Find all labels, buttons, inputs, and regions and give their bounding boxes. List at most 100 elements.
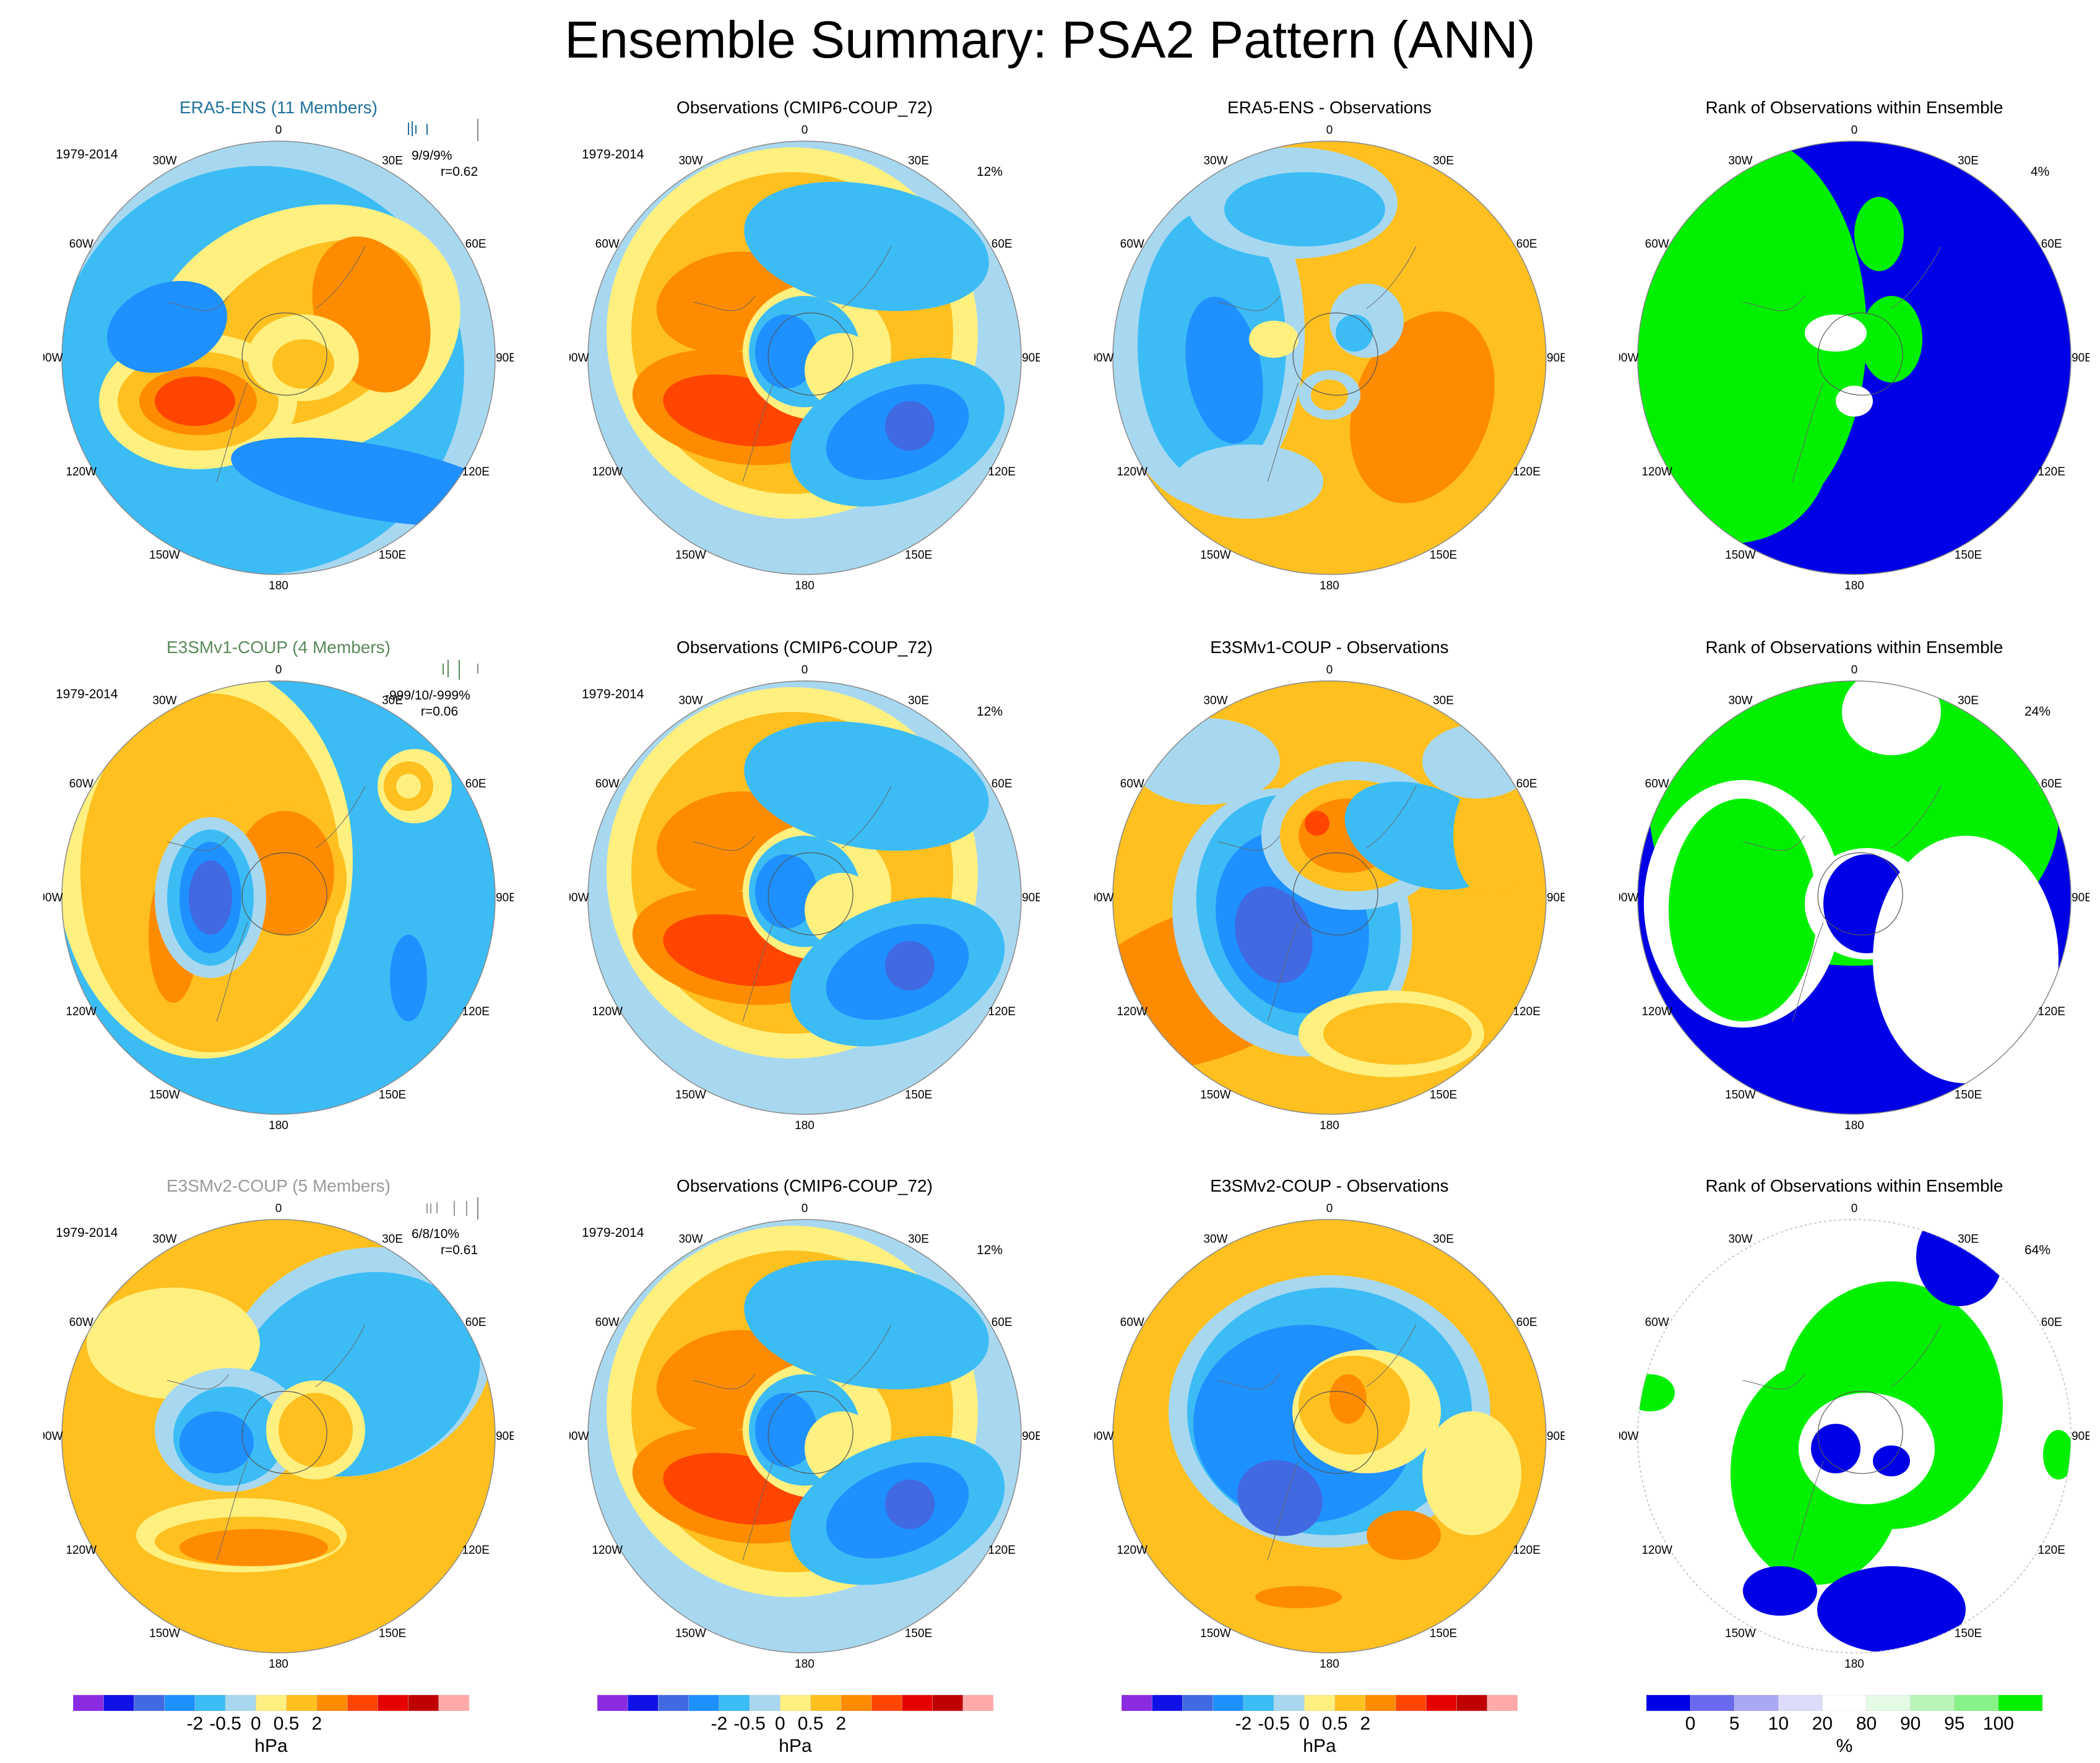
lon-label: 30W [1203, 1232, 1227, 1245]
lon-label: 0 [275, 1202, 282, 1215]
lon-label: 150E [1955, 1089, 1982, 1102]
lon-label: 30E [1958, 154, 1979, 167]
period-label: 1979-2014 [56, 1226, 118, 1240]
lon-label: 180 [795, 1119, 815, 1132]
colorbar-tick-label: 0 [1299, 1713, 1310, 1734]
lon-label: 90E [496, 352, 514, 365]
lon-label: 60W [595, 778, 620, 791]
lon-label: 150E [1430, 549, 1457, 562]
lon-label: 120E [1513, 466, 1540, 479]
lon-label: 30E [1958, 694, 1979, 707]
lon-label: 60W [69, 1316, 93, 1329]
lon-label: 90W [1094, 352, 1114, 365]
lon-label: 120W [66, 1544, 97, 1557]
polar-map: 0 30E 60E 90E 120E 150E 180 150W 120W 90W 60W 30W [1089, 123, 1567, 596]
colorbar-svg [1121, 1695, 1518, 1711]
colorbar-unit: hPa [1303, 1736, 1336, 1756]
lon-label: 60E [2041, 1316, 2062, 1329]
lon-label: 30W [678, 694, 702, 707]
lon-label: 120W [1641, 1005, 1672, 1018]
lon-label: 60E [992, 1316, 1013, 1329]
lon-label: 120E [462, 1544, 490, 1557]
lon-label: 30W [678, 154, 702, 167]
lon-label: 120W [592, 466, 623, 479]
lon-label: 90E [1022, 891, 1040, 904]
colorbar-tick-label: -0.5 [733, 1713, 766, 1734]
lon-label: 120E [2038, 466, 2065, 479]
lon-label: 180 [795, 1658, 815, 1671]
panel-title: E3SMv2-COUP - Observations [1210, 1176, 1449, 1195]
colorbar-tick-label: 0 [775, 1713, 785, 1734]
lon-label: 90E [1547, 1430, 1565, 1443]
stat-correlation: r=0.06 [421, 704, 459, 719]
panel-ens-row1: ERA5-ENS (11 Members) 9/9/9% r=0.62 1979… [12, 98, 545, 636]
colorbar-tick-label: 0.5 [797, 1713, 824, 1734]
lon-label: 30W [1203, 694, 1227, 707]
lon-label: 90W [569, 891, 589, 904]
stat-correlation: r=0.62 [441, 165, 478, 179]
lon-label: 60W [1120, 778, 1144, 791]
lon-label: 90E [2072, 352, 2089, 365]
lon-label: 120W [66, 466, 97, 479]
lon-label: 30E [908, 154, 929, 167]
stat-percent: 4% [2031, 165, 2050, 179]
lon-label: 0 [1851, 1202, 1858, 1215]
lon-label: 90E [1547, 891, 1565, 904]
polar-map-svg: 0 30E 60E 90E 120E 150E 180 150W 120W 90W 60W 30W [1089, 1202, 1567, 1671]
stat-percentiles: 9/9/9% [412, 149, 452, 163]
lon-label: 30W [1203, 154, 1227, 167]
lon-label: 150E [379, 1627, 406, 1640]
lon-label: 30E [1958, 1232, 1979, 1245]
panel-ens-row2: E3SMv1-COUP (4 Members) -999/10/-999% r=… [12, 638, 545, 1176]
lon-label: 0 [275, 124, 282, 137]
lon-label: 90E [2072, 1430, 2089, 1443]
lon-label: 60W [1645, 778, 1669, 791]
polar-map-svg: 0 30E 60E 90E 120E 150E 180 150W 120W 90W 60W 30W [38, 1202, 516, 1671]
lon-label: 150E [1430, 1627, 1457, 1640]
stat-percentiles: 6/8/10% [412, 1227, 460, 1241]
lon-label: 150E [905, 1089, 932, 1102]
lon-label: 150W [675, 549, 706, 562]
stat-percent: 64% [2024, 1243, 2051, 1257]
panel-diff-row3: E3SMv2-COUP - Observations 0 30E 60E 90E 120… [1063, 1176, 1596, 1715]
period-label: 1979-2014 [582, 1226, 644, 1240]
polar-map-svg: 0 30E 60E 90E 120E 150E 180 150W 120W 90W 60W 30W [38, 124, 516, 592]
colorbar-tick-label: 2 [1360, 1713, 1371, 1734]
lon-label: 120E [1513, 1005, 1540, 1018]
lon-label: 180 [1320, 579, 1339, 592]
stat-correlation: r=0.61 [441, 1243, 478, 1257]
lon-label: 90W [43, 352, 63, 365]
panel-diff-row1: ERA5-ENS - Observations 0 30E 60E 90E 120E 15… [1063, 98, 1596, 636]
lon-label: 60E [1516, 778, 1537, 791]
polar-map: 0 30E 60E 90E 120E 150E 180 150W 120W 90W 60W 30W [38, 123, 516, 596]
lon-label: 150W [149, 1627, 180, 1640]
spread-ticks [443, 660, 478, 680]
lon-label: 60W [69, 778, 93, 791]
lon-label: 30W [1728, 154, 1752, 167]
lon-label: 90W [569, 1430, 589, 1443]
lon-label: 120W [1117, 1544, 1147, 1557]
spread-ticks [408, 119, 478, 141]
lon-label: 120E [462, 1005, 490, 1018]
lon-label: 120E [2038, 1005, 2065, 1018]
lon-label: 60W [1645, 238, 1669, 251]
panel-title: Rank of Observations within Ensemble [1705, 98, 2003, 117]
lon-label: 60E [992, 238, 1013, 251]
lon-label: 90W [1094, 891, 1114, 904]
polar-map: 0 30E 60E 90E 120E 150E 180 150W 120W 90W 60W 30W [1614, 123, 2092, 596]
panel-title: E3SMv1-COUP (4 Members) [166, 638, 391, 657]
lon-label: 90W [1094, 1430, 1114, 1443]
lon-label: 60E [2041, 238, 2062, 251]
lon-label: 0 [802, 664, 808, 677]
lon-label: 150W [1725, 1627, 1756, 1640]
lon-label: 180 [1844, 579, 1864, 592]
colorbar-tick-label: -0.5 [1258, 1713, 1290, 1734]
lon-label: 120W [66, 1005, 97, 1018]
lon-label: 150W [675, 1627, 706, 1640]
lon-label: 180 [1320, 1658, 1339, 1671]
lon-label: 120E [988, 466, 1016, 479]
polar-map: 0 30E 60E 90E 120E 150E 180 150W 120W 90W 60W 30W [1614, 662, 2092, 1136]
colorbar-unit: % [1836, 1736, 1853, 1756]
lon-label: 90W [43, 1430, 63, 1443]
lon-label: 0 [275, 664, 282, 677]
